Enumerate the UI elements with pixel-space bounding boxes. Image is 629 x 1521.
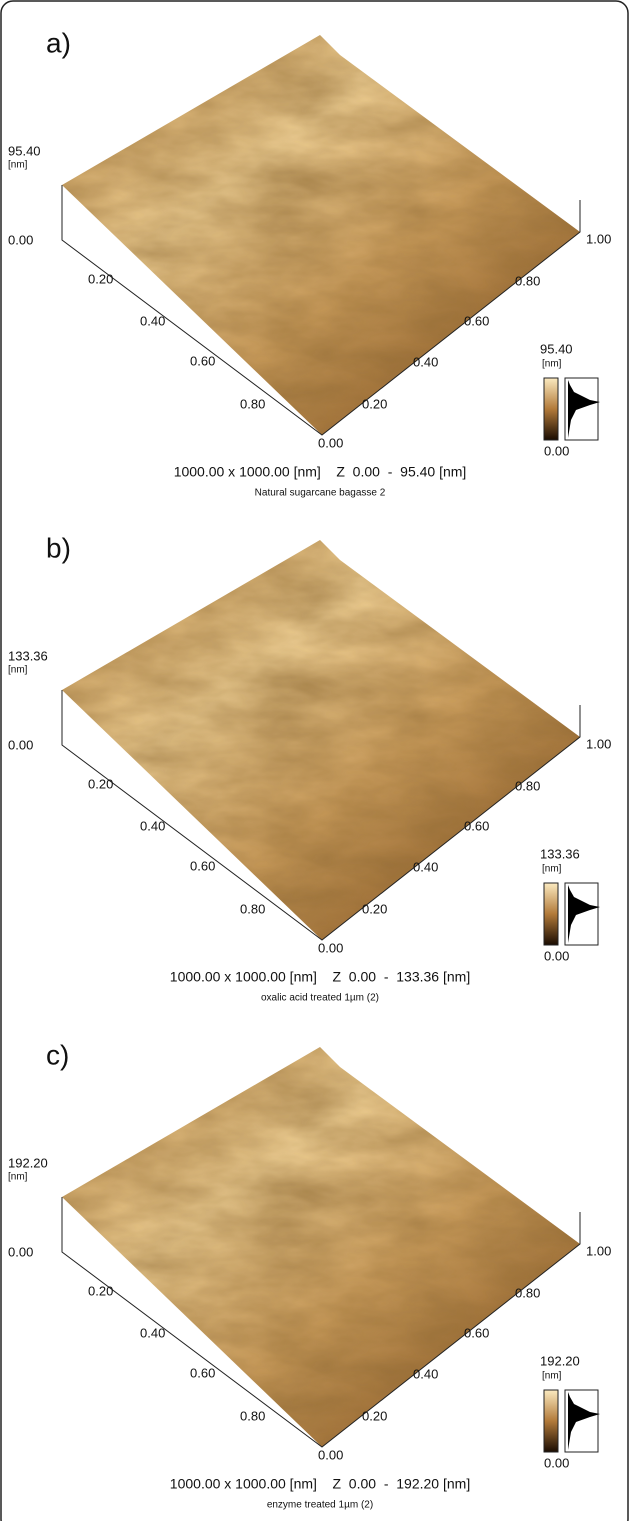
colorbar-unit: [nm] [542, 864, 562, 875]
right-tick-label: 0.00 [318, 1447, 343, 1462]
colorbar-max: 95.40 [540, 341, 573, 356]
colorbar-max: 192.20 [540, 1353, 580, 1368]
colorbar-min: 0.00 [544, 443, 569, 458]
z-unit: [nm] [8, 160, 28, 171]
surface-texture [62, 540, 580, 940]
surface-texture [62, 35, 580, 435]
right-tick-label: 0.80 [515, 273, 540, 288]
z-min: 0.00 [8, 737, 33, 752]
left-tick-label: 0.40 [140, 1325, 165, 1340]
right-tick-label: 0.00 [318, 940, 343, 955]
left-tick-label: 0.60 [190, 1365, 215, 1380]
colorbar [543, 1389, 559, 1453]
colorbar [543, 377, 559, 441]
colorbar-min: 0.00 [544, 948, 569, 963]
left-tick-label: 0.40 [140, 313, 165, 328]
z-unit: [nm] [8, 665, 28, 676]
right-tick-label: 1.00 [586, 231, 611, 246]
axis-frame [61, 185, 581, 436]
right-tick-label: 0.60 [464, 1325, 489, 1340]
caption: Natural sugarcane bagasse 2 [255, 488, 386, 499]
axis-frame [61, 1197, 581, 1448]
panel-label: a) [46, 27, 71, 58]
colorbar-unit: [nm] [542, 1371, 562, 1382]
colorbar-unit: [nm] [542, 359, 562, 370]
colorbar-max: 133.36 [540, 846, 580, 861]
colorbar-min: 0.00 [544, 1455, 569, 1470]
right-tick-label: 0.20 [362, 396, 387, 411]
left-tick-label: 0.80 [240, 901, 265, 916]
histogram [568, 380, 600, 438]
right-tick-label: 1.00 [586, 736, 611, 751]
z-min: 0.00 [8, 232, 33, 247]
right-tick-label: 0.80 [515, 778, 540, 793]
z-max: 95.40 [8, 143, 41, 158]
left-tick-label: 0.60 [190, 353, 215, 368]
right-tick-label: 0.60 [464, 818, 489, 833]
left-tick-label: 0.20 [88, 1283, 113, 1298]
panel-label: b) [46, 532, 71, 563]
histogram [568, 1392, 600, 1450]
left-tick-label: 0.60 [190, 858, 215, 873]
right-tick-label: 0.20 [362, 901, 387, 916]
z-min: 0.00 [8, 1244, 33, 1259]
right-tick-label: 1.00 [586, 1243, 611, 1258]
left-tick-label: 0.80 [240, 396, 265, 411]
surface-texture [62, 1047, 580, 1447]
right-tick-label: 0.80 [515, 1285, 540, 1300]
footer: 1000.00 x 1000.00 [nm] Z 0.00 - 133.36 [… [170, 969, 470, 985]
footer: 1000.00 x 1000.00 [nm] Z 0.00 - 192.20 [… [170, 1476, 470, 1492]
right-tick-label: 0.40 [413, 859, 438, 874]
caption: enzyme treated 1µm (2) [267, 1500, 373, 1511]
footer: 1000.00 x 1000.00 [nm] Z 0.00 - 95.40 [n… [174, 464, 467, 480]
right-tick-label: 0.00 [318, 435, 343, 450]
left-tick-label: 0.20 [88, 271, 113, 286]
panel: b) 133.36 [nm] 0.00 0.20 0.40 0.60 0.80 0.00 0.20… [8, 532, 611, 1003]
left-tick-label: 0.20 [88, 776, 113, 791]
panel: a) 95.40 [nm] 0.00 0.20 0.40 0.60 0.80 0.00 0.20 0… [8, 27, 611, 498]
right-tick-label: 0.60 [464, 313, 489, 328]
z-max: 192.20 [8, 1155, 48, 1170]
panel: c) 192.20 [nm] 0.00 0.20 0.40 0.60 0.80 0.00 0.20… [8, 1039, 611, 1510]
right-tick-label: 0.40 [413, 1366, 438, 1381]
left-tick-label: 0.40 [140, 818, 165, 833]
caption: oxalic acid treated 1µm (2) [261, 993, 379, 1004]
panel-label: c) [46, 1039, 69, 1070]
histogram [568, 885, 600, 943]
z-unit: [nm] [8, 1172, 28, 1183]
colorbar [543, 882, 559, 946]
axis-frame [61, 690, 581, 941]
z-max: 133.36 [8, 648, 48, 663]
right-tick-label: 0.40 [413, 354, 438, 369]
right-tick-label: 0.20 [362, 1408, 387, 1423]
left-tick-label: 0.80 [240, 1408, 265, 1423]
